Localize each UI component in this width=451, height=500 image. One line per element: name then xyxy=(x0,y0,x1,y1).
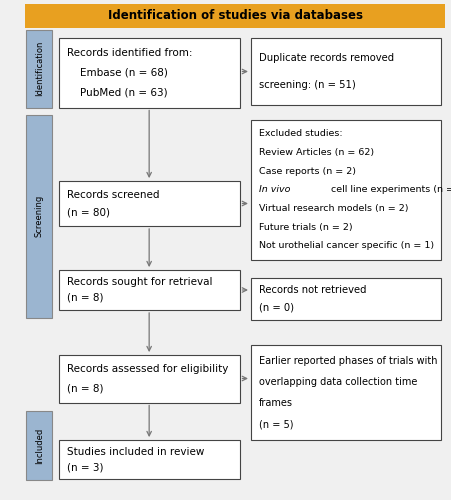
Text: Virtual research models (n = 2): Virtual research models (n = 2) xyxy=(258,204,408,213)
Text: Records sought for retrieval: Records sought for retrieval xyxy=(67,277,212,287)
Text: overlapping data collection time: overlapping data collection time xyxy=(258,377,416,387)
Text: Future trials (n = 2): Future trials (n = 2) xyxy=(258,223,352,232)
Text: (n = 8): (n = 8) xyxy=(67,383,103,393)
Text: Excluded studies:: Excluded studies: xyxy=(258,130,342,138)
FancyBboxPatch shape xyxy=(25,4,444,28)
Text: screening: (n = 51): screening: (n = 51) xyxy=(258,80,355,90)
Text: Embase (n = 68): Embase (n = 68) xyxy=(67,68,167,78)
FancyBboxPatch shape xyxy=(59,181,239,226)
FancyBboxPatch shape xyxy=(250,345,440,440)
FancyBboxPatch shape xyxy=(59,440,239,479)
FancyBboxPatch shape xyxy=(250,38,440,105)
Text: frames: frames xyxy=(258,398,292,408)
Text: (n = 0): (n = 0) xyxy=(258,302,293,312)
Text: In vivo: In vivo xyxy=(258,186,290,194)
Text: (n = 3): (n = 3) xyxy=(67,462,103,472)
Text: (n = 80): (n = 80) xyxy=(67,208,110,218)
FancyBboxPatch shape xyxy=(26,411,52,480)
Text: Records screened: Records screened xyxy=(67,190,159,200)
Text: Case reports (n = 2): Case reports (n = 2) xyxy=(258,167,355,176)
Text: PubMed (n = 63): PubMed (n = 63) xyxy=(67,88,167,98)
Text: Studies included in review: Studies included in review xyxy=(67,446,204,456)
Text: (n = 8): (n = 8) xyxy=(67,293,103,303)
Text: Not urothelial cancer specific (n = 1): Not urothelial cancer specific (n = 1) xyxy=(258,242,433,250)
FancyBboxPatch shape xyxy=(250,120,440,260)
Text: Identification of studies via databases: Identification of studies via databases xyxy=(107,9,362,22)
Text: (n = 5): (n = 5) xyxy=(258,419,293,429)
Text: Records not retrieved: Records not retrieved xyxy=(258,285,366,295)
Text: Included: Included xyxy=(35,428,44,464)
Text: Records identified from:: Records identified from: xyxy=(67,48,192,58)
Text: Earlier reported phases of trials with: Earlier reported phases of trials with xyxy=(258,356,437,366)
Text: Screening: Screening xyxy=(35,195,44,238)
FancyBboxPatch shape xyxy=(59,38,239,108)
Text: Review Articles (n = 62): Review Articles (n = 62) xyxy=(258,148,373,157)
FancyBboxPatch shape xyxy=(26,30,52,108)
FancyBboxPatch shape xyxy=(59,355,239,403)
Text: Records assessed for eligibility: Records assessed for eligibility xyxy=(67,364,228,374)
FancyBboxPatch shape xyxy=(59,270,239,310)
Text: cell line experiments (n = 3): cell line experiments (n = 3) xyxy=(327,186,451,194)
Text: Duplicate records removed: Duplicate records removed xyxy=(258,52,398,62)
Text: Identification: Identification xyxy=(35,41,44,96)
FancyBboxPatch shape xyxy=(250,278,440,320)
FancyBboxPatch shape xyxy=(26,115,52,318)
